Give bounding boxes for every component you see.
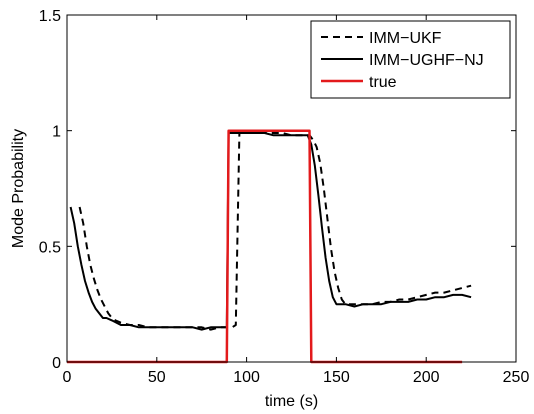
y-axis-label: Mode Probability: [10, 129, 27, 248]
x-tick-label: 200: [413, 369, 440, 386]
plot-lines: [67, 129, 472, 364]
series-line-2: [67, 129, 463, 364]
x-tick-label: 0: [63, 369, 72, 386]
x-tick-label: 150: [323, 369, 350, 386]
y-tick-label: 0: [52, 355, 61, 372]
series-line-1: [69, 132, 472, 331]
legend: IMM−UKF IMM−UGHF−NJ true: [310, 20, 511, 99]
legend-label: IMM−UGHF−NJ: [369, 52, 484, 69]
y-tick-label: 1: [52, 124, 61, 141]
x-tick-label: 50: [148, 369, 166, 386]
x-tick-label: 250: [503, 369, 530, 386]
x-tick-label: 100: [233, 369, 260, 386]
axis-ticks: 0 50 100 150 200 250 0 0.5 1 1.5: [39, 8, 530, 386]
y-tick-label: 0.5: [39, 239, 61, 256]
y-tick-label: 1.5: [39, 8, 61, 25]
x-axis-label: time (s): [265, 393, 318, 410]
legend-label: IMM−UKF: [369, 30, 442, 47]
plot-frame: [66, 14, 517, 363]
legend-label: true: [369, 74, 397, 91]
